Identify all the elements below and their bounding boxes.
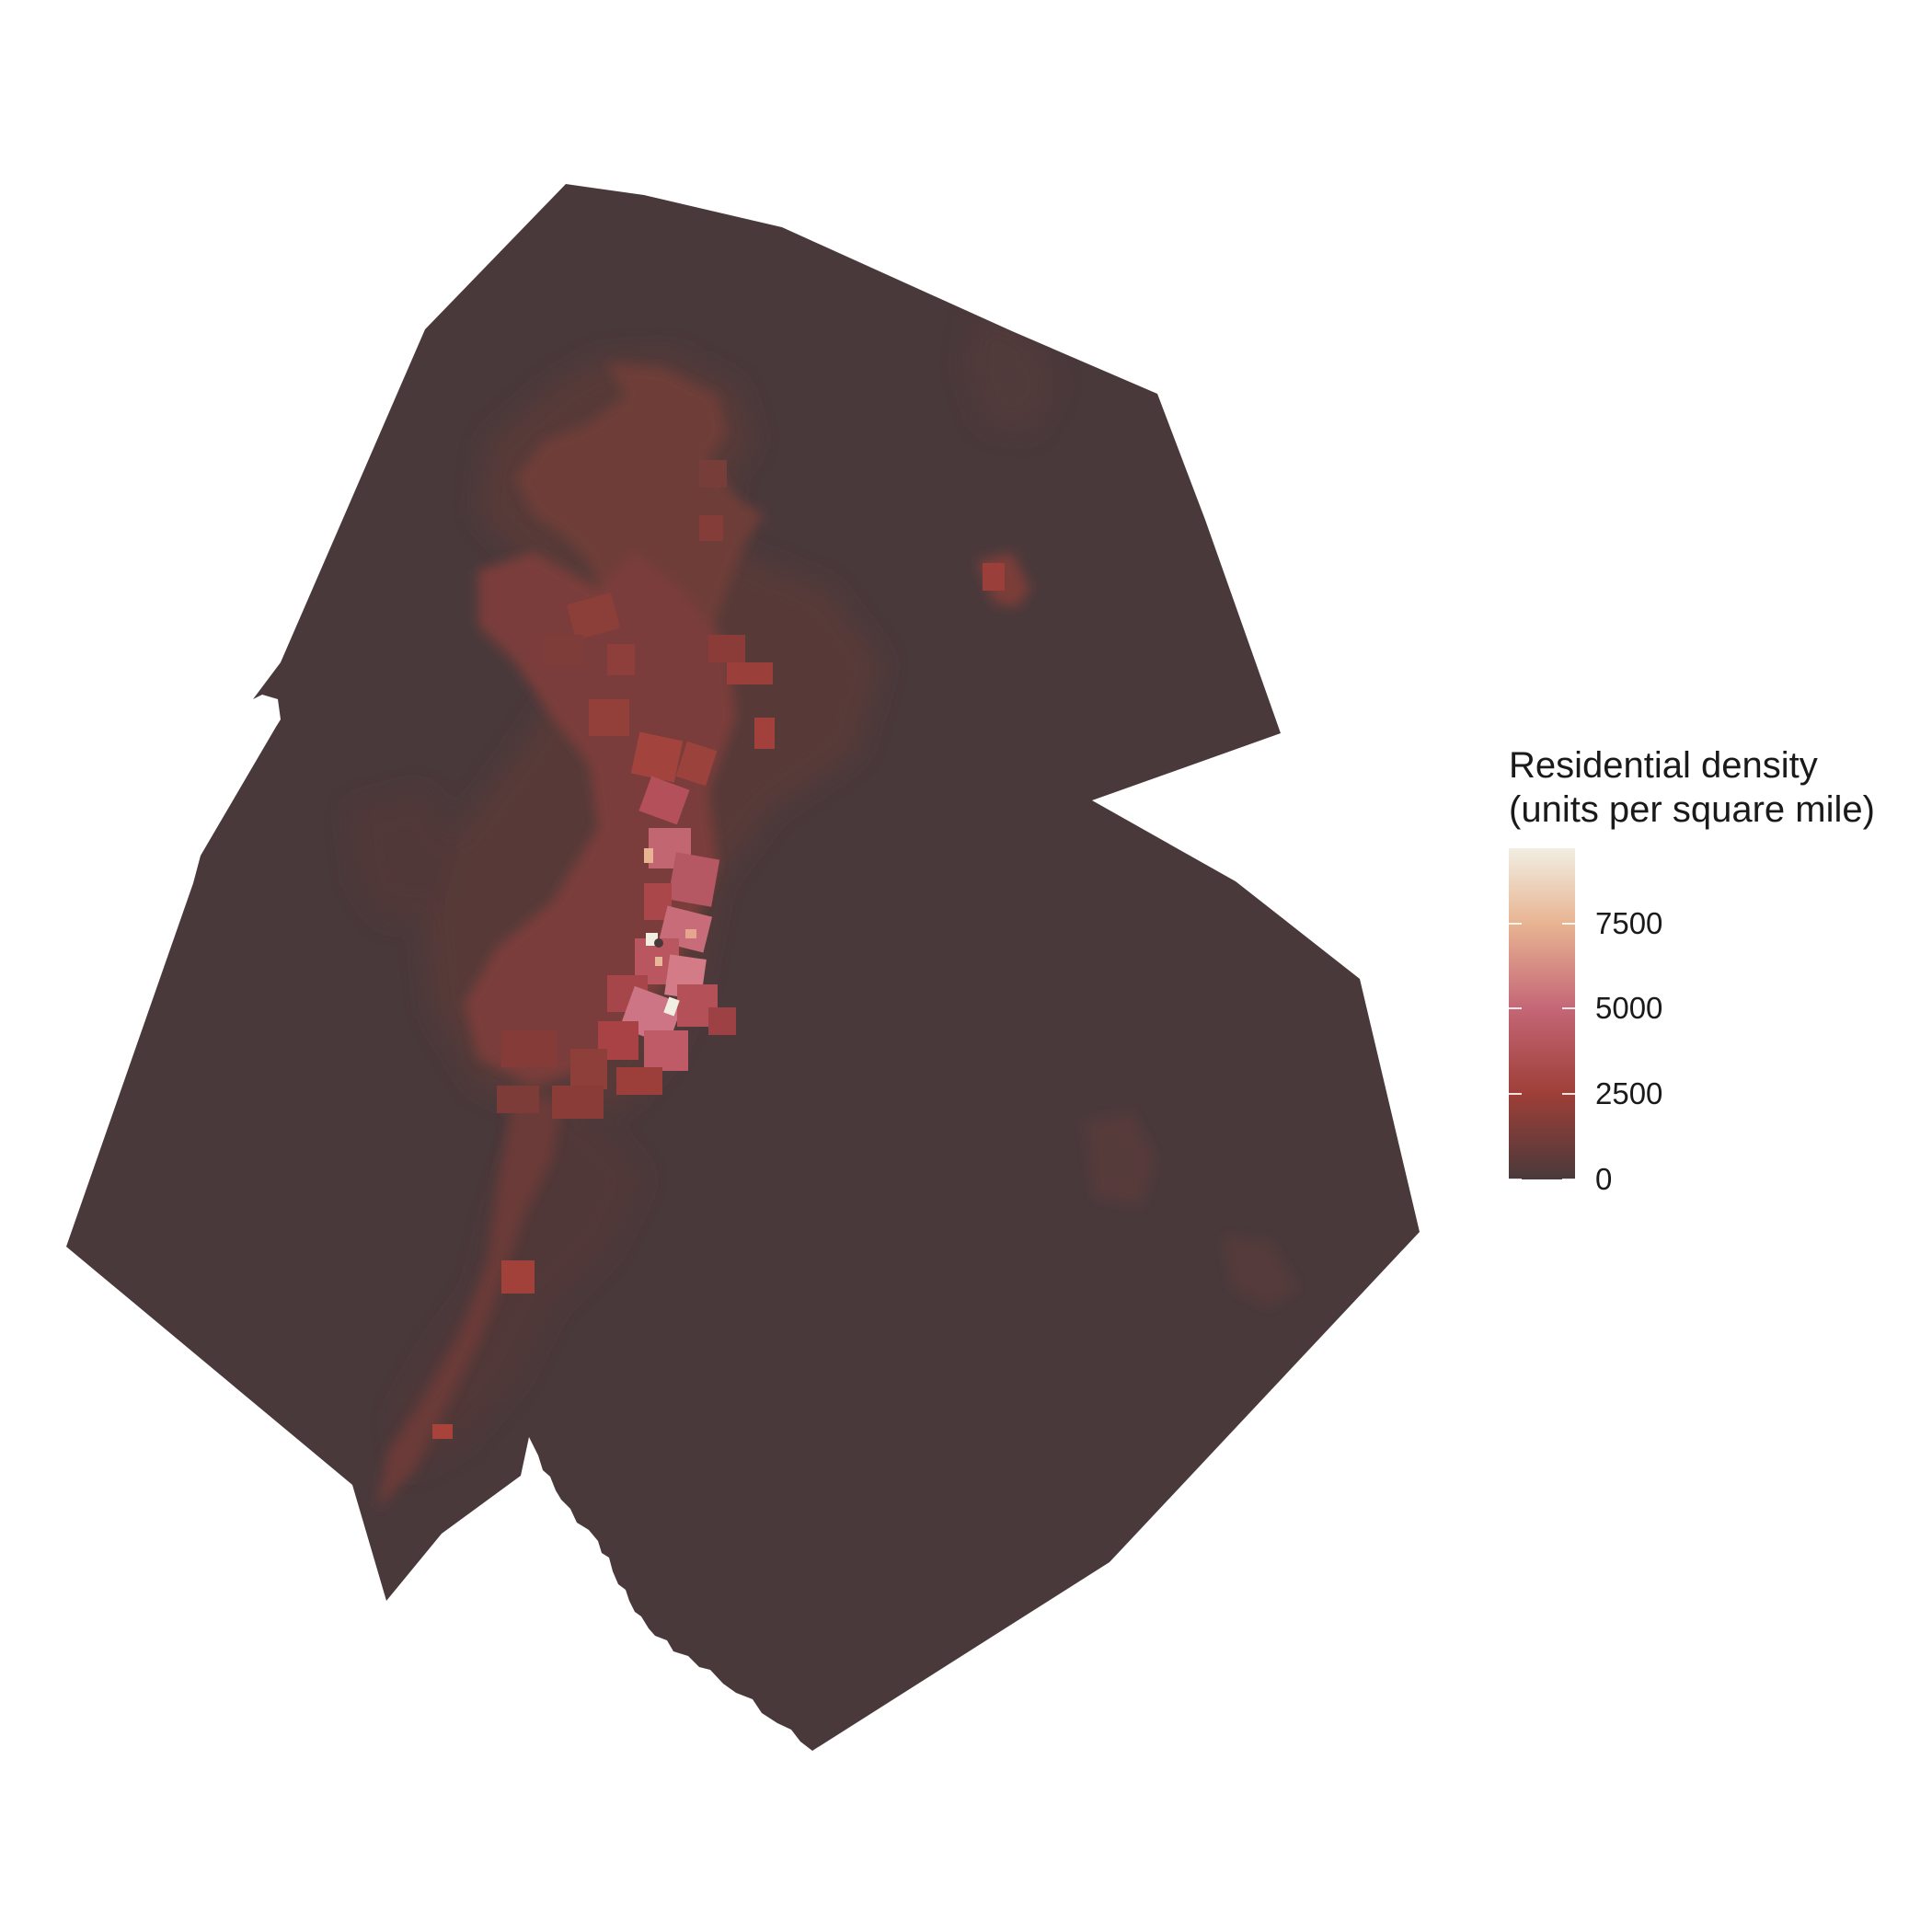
legend-tick-mark xyxy=(1509,1007,1522,1010)
legend-title-line2: (units per square mile) xyxy=(1509,789,1875,830)
tract-region-east xyxy=(966,313,1058,432)
legend-tick-mark xyxy=(1562,922,1575,925)
legend-tick-mark xyxy=(1509,1179,1522,1180)
legend-tick-label: 5000 xyxy=(1595,991,1663,1026)
tract-corridor-south xyxy=(377,1086,561,1509)
legend-tick-mark xyxy=(1509,1093,1522,1096)
legend-tick-label: 2500 xyxy=(1595,1076,1663,1111)
legend-tick-mark xyxy=(1562,1093,1575,1096)
legend-title-line1: Residential density xyxy=(1509,745,1818,786)
legend-tick-mark xyxy=(1509,922,1522,925)
tract-region-west xyxy=(350,791,460,920)
legend-tick-mark xyxy=(1562,1179,1575,1180)
legend: Residential density (units per square mi… xyxy=(1509,743,1932,1196)
tract-east-pocket xyxy=(1086,1113,1155,1205)
county-boundary xyxy=(66,184,1420,1751)
legend-title: Residential density (units per square mi… xyxy=(1509,743,1932,832)
legend-color-bar xyxy=(1509,848,1575,1179)
legend-tick-label: 7500 xyxy=(1595,905,1663,940)
census-tracts xyxy=(350,313,1297,1509)
legend-tick-mark xyxy=(1562,1007,1575,1010)
legend-tick-label: 0 xyxy=(1595,1162,1613,1196)
tract-se-pocket xyxy=(1224,1237,1297,1306)
urban-core xyxy=(432,460,1005,1439)
